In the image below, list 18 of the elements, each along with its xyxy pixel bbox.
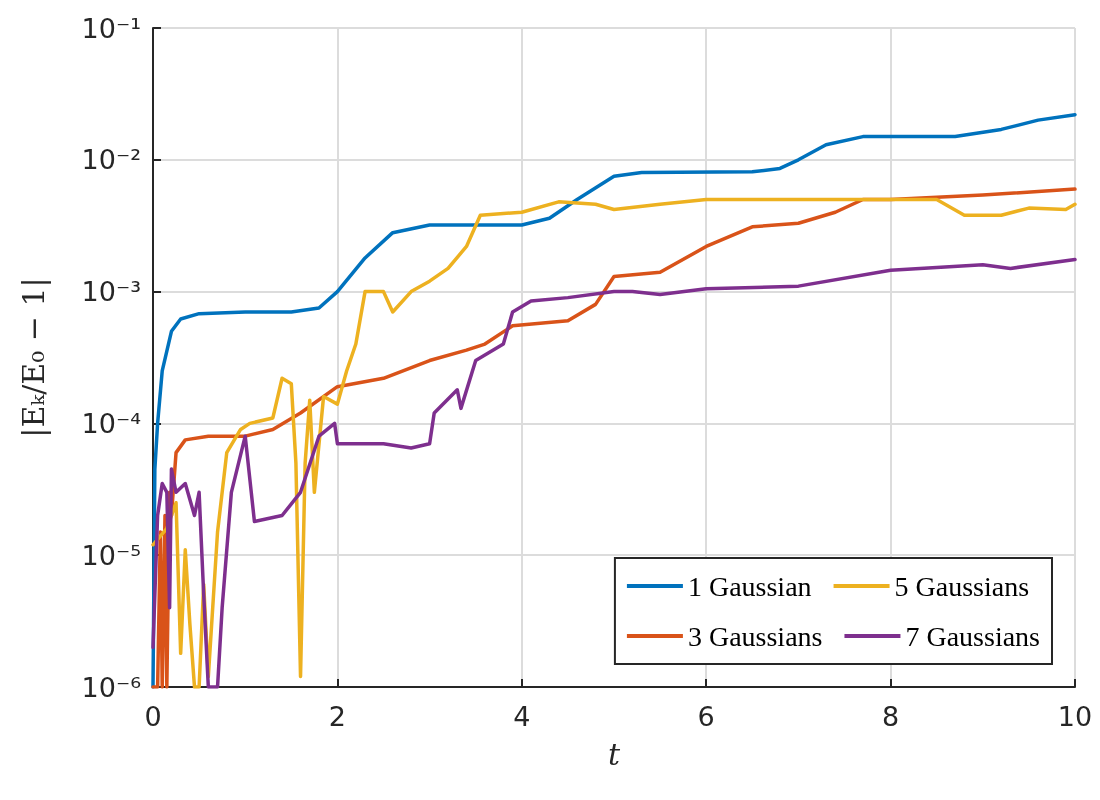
x-tick-label: 2 <box>328 701 346 733</box>
x-tick-label: 0 <box>144 701 162 733</box>
x-axis-title: t <box>607 737 621 772</box>
y-tick-label: 10⁻⁶ <box>81 671 141 703</box>
y-tick-label: 10⁻⁵ <box>81 539 141 571</box>
legend-label: 1 Gaussian <box>687 570 812 602</box>
x-tick-label: 4 <box>513 701 531 733</box>
x-tick-label: 10 <box>1057 701 1093 733</box>
y-tick-label: 10⁻¹ <box>81 12 141 44</box>
legend-label: 7 Gaussians <box>905 620 1040 652</box>
x-tick-label: 8 <box>882 701 900 733</box>
y-axis-title: |Eₖ/E₀ − 1| <box>16 277 51 438</box>
x-tick-label: 6 <box>697 701 715 733</box>
y-tick-label: 10⁻³ <box>81 276 141 308</box>
y-tick-label: 10⁻⁴ <box>81 407 141 439</box>
legend-label: 5 Gaussians <box>894 570 1030 602</box>
legend-label: 3 Gaussians <box>687 620 823 652</box>
y-tick-label: 10⁻² <box>81 144 141 176</box>
